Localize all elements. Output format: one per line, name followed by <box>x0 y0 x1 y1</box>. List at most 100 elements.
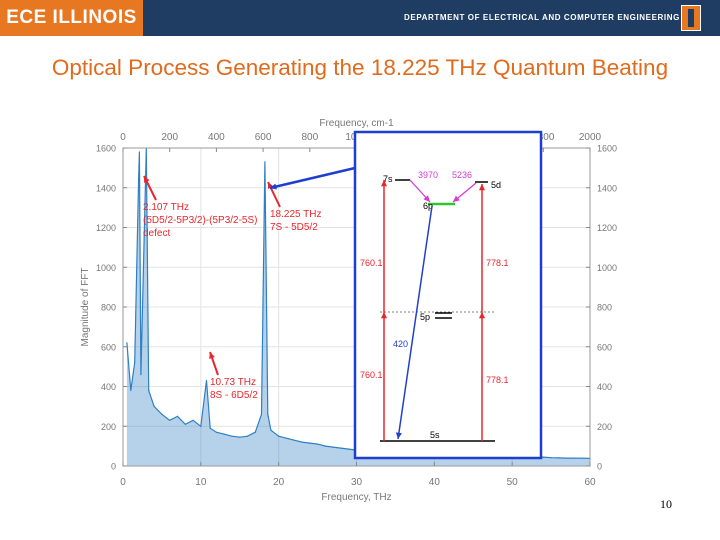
y-tick-label: 1000 <box>96 263 116 273</box>
data-point <box>126 342 128 344</box>
data-point <box>260 413 263 415</box>
x-tick-label: 30 <box>351 477 363 488</box>
transition-magenta-5d-6p-head <box>453 195 460 202</box>
data-point <box>340 447 342 449</box>
data-point <box>184 423 186 425</box>
data-point <box>348 448 350 450</box>
data-point <box>558 457 560 459</box>
level-6p-label: 6p <box>423 201 433 211</box>
data-point <box>192 419 194 421</box>
x2-tick-label: 800 <box>301 132 318 143</box>
header-banner: ECE ILLINOIS DEPARTMENT OF ELECTRICAL AN… <box>0 0 720 36</box>
annotation-label: 7S - 5D5/2 <box>270 222 318 233</box>
data-point <box>138 151 140 153</box>
data-point <box>148 389 150 392</box>
transition-blue-6p-5s-head <box>395 432 402 439</box>
diagram-frame <box>353 130 543 460</box>
illinois-i-icon <box>681 5 701 31</box>
data-point <box>134 362 136 364</box>
transition-red-right-upper-head <box>478 184 486 191</box>
transition-red-left-upper-head <box>380 180 388 187</box>
data-point <box>153 405 155 407</box>
page-number: 10 <box>660 497 672 511</box>
x2-tick-label: 1800 <box>532 132 555 143</box>
x-tick-label: 60 <box>584 477 596 488</box>
x-tick-label: 20 <box>273 477 285 488</box>
annotation-label: 18.225 THz <box>270 209 322 220</box>
data-point <box>324 445 326 447</box>
data-point <box>223 433 225 435</box>
data-point <box>566 457 568 459</box>
x2-tick-label: 0 <box>120 132 126 143</box>
y-tick-label-right: 1200 <box>597 223 617 233</box>
data-point <box>293 439 295 441</box>
energy-level-diagram: 5s 5p 7s 6p 5d 760.1 778.1 760.1 778.1 3970 5236 42… <box>269 130 543 460</box>
data-point <box>239 436 241 438</box>
transition-blue-6p-5s <box>397 205 433 440</box>
y-tick-label-right: 1000 <box>597 263 617 273</box>
y-tick-label-right: 0 <box>597 462 602 472</box>
y-tick-label: 0 <box>111 462 116 472</box>
data-point <box>161 413 163 415</box>
brand-logo[interactable]: ECE ILLINOIS <box>0 0 143 36</box>
data-point <box>176 415 179 417</box>
y-tick-label: 1400 <box>96 183 116 193</box>
annotation-label: 8S - 6D5/2 <box>210 390 258 401</box>
data-point <box>301 441 303 443</box>
data-point <box>169 419 171 421</box>
x2-tick-label: 200 <box>161 132 178 143</box>
diagram-pointer-arrow-head <box>270 183 277 190</box>
data-point <box>205 379 208 382</box>
x-tick-label: 0 <box>120 477 126 488</box>
y-tick-label: 200 <box>101 422 116 432</box>
level-5s-label: 5s <box>430 430 440 440</box>
x-tick-label: 40 <box>429 477 441 488</box>
series-fill <box>126 148 591 466</box>
y-tick-label-right: 400 <box>597 382 612 392</box>
level-7s-label: 7s <box>383 174 393 184</box>
y-tick-label: 1200 <box>96 223 116 233</box>
wavelength-label-3970: 3970 <box>418 170 438 180</box>
y-tick-label: 1600 <box>96 144 116 154</box>
data-point <box>550 457 552 459</box>
annotation-label: 2.107 THz <box>143 202 189 213</box>
data-point <box>278 435 280 437</box>
annotation-arrow-head <box>267 182 274 189</box>
y-tick-label-right: 600 <box>597 342 612 352</box>
data-point <box>264 161 266 163</box>
x2-axis-label: Frequency, cm-1 <box>319 118 394 129</box>
data-point <box>542 456 544 458</box>
data-point <box>200 425 202 427</box>
wavelength-label-5236: 5236 <box>452 170 472 180</box>
data-point <box>573 457 576 459</box>
level-5p-label: 5p <box>420 312 430 322</box>
x-tick-label: 50 <box>507 477 519 488</box>
annotation-label: defect <box>143 228 170 239</box>
y-axis-label: Magnitude of FFT <box>80 268 91 347</box>
data-point <box>140 374 142 376</box>
y-tick-label: 800 <box>101 303 116 313</box>
x2-tick-label: 2000 <box>579 132 602 143</box>
slide-title: Optical Process Generating the 18.225 TH… <box>51 55 669 80</box>
data-point <box>332 446 334 448</box>
data-point <box>215 431 217 433</box>
wavelength-label-760-upper: 760.1 <box>360 258 383 268</box>
annotation-label: 10.73 THz <box>210 377 256 388</box>
data-point <box>254 431 256 433</box>
y-tick-label-right: 1600 <box>597 144 617 154</box>
transition-red-right-lower-head <box>478 312 486 319</box>
data-point <box>309 442 311 444</box>
x2-tick-label: 600 <box>255 132 272 143</box>
transition-magenta-7s-6p-head <box>423 195 430 202</box>
data-point <box>270 429 272 431</box>
y-tick-label-right: 1400 <box>597 183 617 193</box>
annotation-arrow-head <box>144 176 150 183</box>
data-point <box>267 413 269 415</box>
transition-red-left-lower-head <box>380 312 388 319</box>
y-tick-label-right: 800 <box>597 303 612 313</box>
y-tick-label: 400 <box>101 382 116 392</box>
data-point <box>138 179 140 181</box>
data-point <box>231 435 233 437</box>
diagram-pointer-arrow <box>269 166 356 190</box>
